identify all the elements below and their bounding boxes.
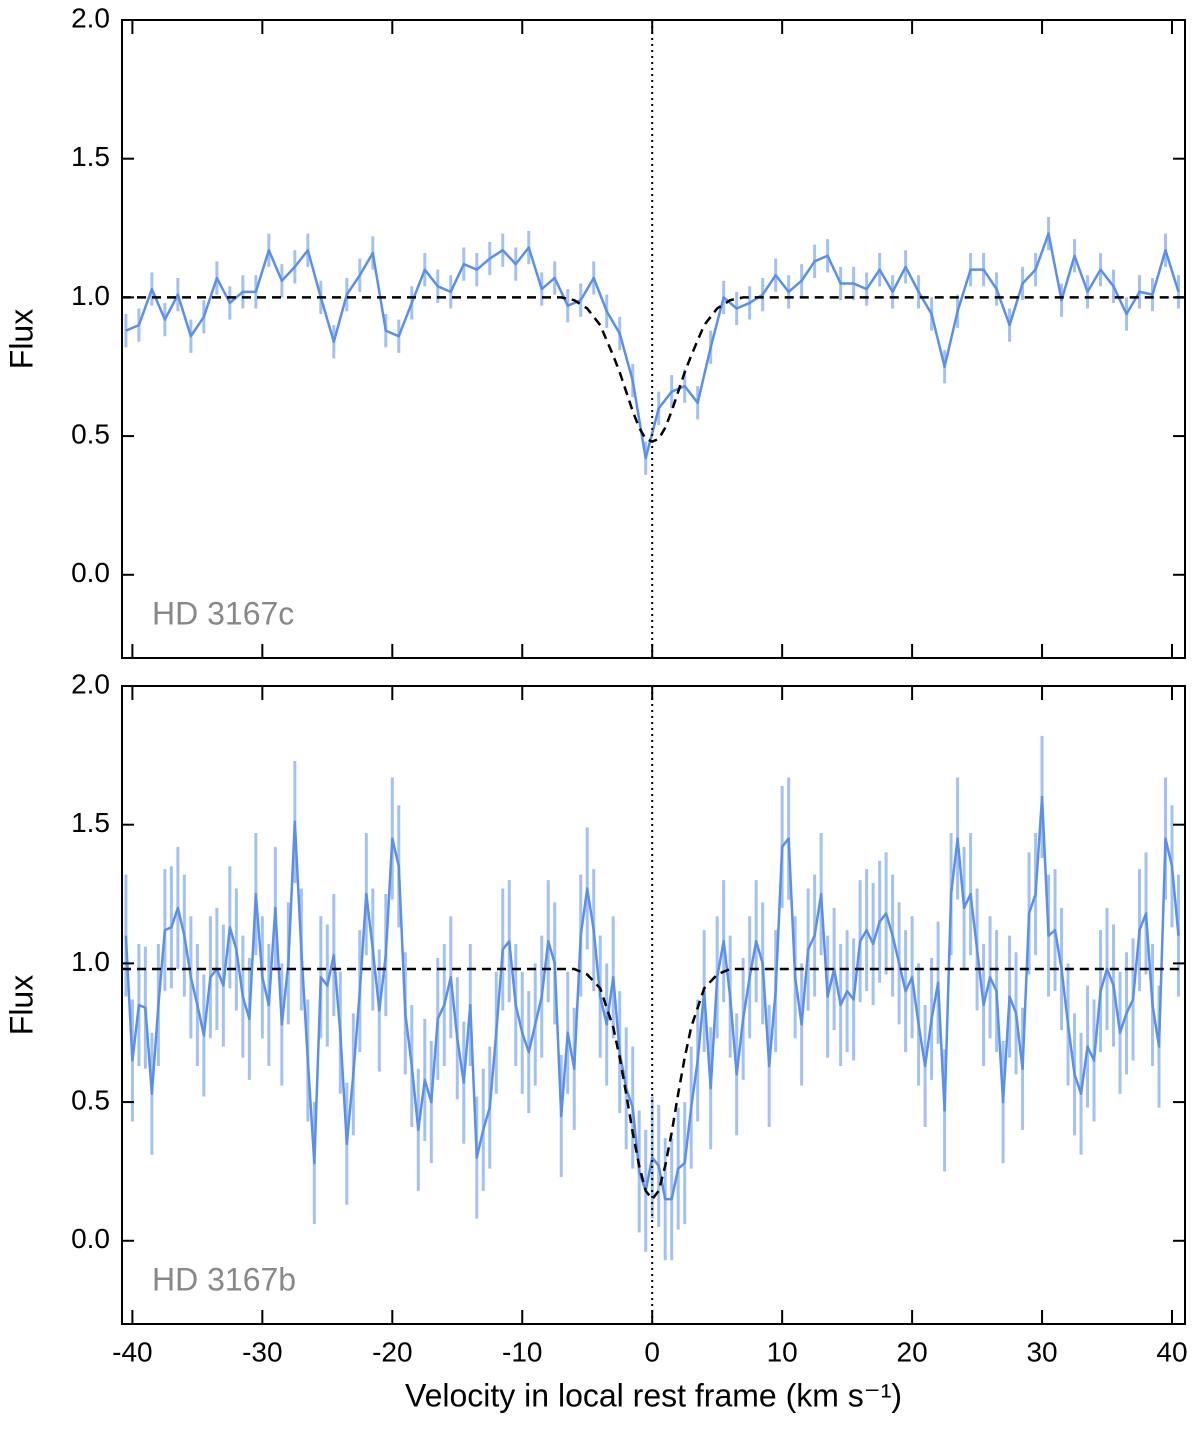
data-line (125, 232, 1180, 460)
x-tick-label: -30 (242, 1336, 282, 1367)
x-tick-label: 0 (644, 1336, 660, 1367)
y-tick-label: 0.0 (71, 557, 110, 588)
y-tick-label: 0.5 (71, 1084, 110, 1115)
y-axis-label: Flux (3, 975, 39, 1035)
annotation: HD 3167b (152, 1261, 296, 1297)
model-line (122, 296, 1185, 443)
data-line (124, 795, 1180, 1201)
y-tick-label: 2.0 (71, 668, 110, 699)
frame (121, 685, 1186, 1325)
x-tick-label: -40 (112, 1336, 152, 1367)
x-tick-label: 20 (897, 1336, 928, 1367)
y-tick-label: 0.5 (71, 418, 110, 449)
annotation: HD 3167c (152, 595, 294, 631)
x-tick-label: -20 (372, 1336, 412, 1367)
y-tick-label: 1.0 (71, 280, 110, 311)
plot-area (122, 216, 1185, 475)
y-tick-label: 1.0 (71, 946, 110, 977)
y-tick-label: 1.5 (71, 807, 110, 838)
y-axis-label: Flux (3, 309, 39, 369)
model-line (122, 967, 1185, 1201)
y-tick-label: 2.0 (71, 2, 110, 33)
x-tick-label: 30 (1026, 1336, 1057, 1367)
plot-area (122, 735, 1185, 1261)
x-tick-label: 10 (767, 1336, 798, 1367)
y-tick-label: 1.5 (71, 141, 110, 172)
x-tick-label: -10 (502, 1336, 542, 1367)
x-tick-label: 40 (1156, 1336, 1187, 1367)
y-tick-label: 0.0 (71, 1223, 110, 1254)
frame (121, 19, 1186, 659)
x-axis-label: Velocity in local rest frame (km s⁻¹) (405, 1377, 902, 1413)
